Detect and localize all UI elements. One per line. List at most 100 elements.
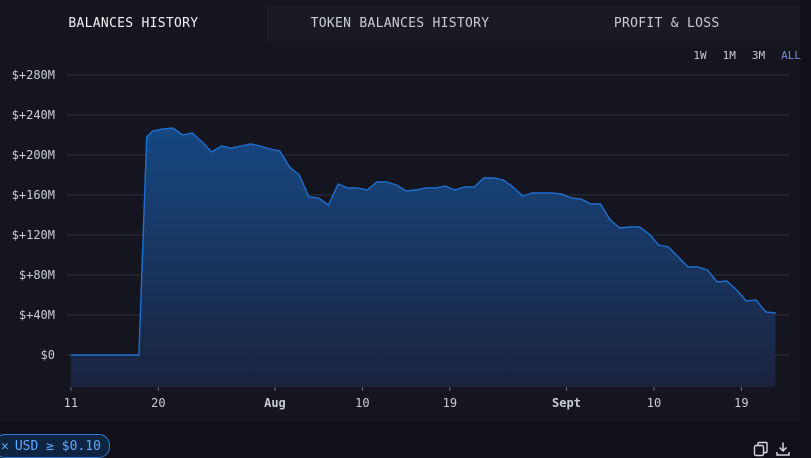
- data-point: [599, 203, 602, 205]
- data-point: [240, 145, 242, 147]
- x-tick-label: Sept: [552, 396, 581, 410]
- data-point: [706, 269, 708, 271]
- y-axis-ticks: $0 $+40M $+80M $+120M $+160M $+200M $+240M $+28…: [12, 68, 55, 362]
- x-tick-label: 10: [647, 396, 661, 410]
- x-tick-label: 10: [355, 396, 369, 410]
- data-point: [424, 187, 427, 189]
- data-point: [250, 143, 252, 145]
- data-point: [182, 134, 184, 136]
- data-point: [454, 189, 456, 191]
- y-tick-label: $0: [41, 348, 55, 362]
- data-point: [561, 193, 563, 195]
- series-line: [70, 127, 776, 356]
- data-point: [162, 128, 164, 130]
- data-point: [151, 130, 154, 132]
- data-point: [716, 281, 718, 283]
- range-3m-button[interactable]: 3M: [751, 49, 766, 62]
- data-point: [629, 226, 631, 228]
- data-point: [288, 166, 291, 168]
- data-point: [726, 280, 728, 282]
- data-point: [172, 127, 174, 129]
- data-point: [609, 219, 611, 221]
- data-point: [138, 354, 140, 356]
- data-point: [667, 246, 670, 248]
- data-point: [502, 179, 504, 181]
- x-tick-label: 19: [734, 396, 748, 410]
- data-point: [386, 181, 388, 183]
- data-point: [356, 187, 359, 189]
- usd-filter-chip[interactable]: ✕ USD ≥ $0.10: [0, 434, 110, 458]
- y-tick-label: $+160M: [12, 188, 55, 202]
- data-point: [697, 266, 699, 268]
- data-point: [658, 244, 660, 246]
- chart-area-series: [70, 127, 777, 387]
- data-point: [531, 192, 534, 194]
- data-point: [774, 312, 777, 314]
- data-point: [434, 187, 436, 189]
- data-point: [570, 197, 572, 199]
- tab-profit-and-loss[interactable]: PROFIT & LOSS: [533, 5, 801, 41]
- data-point: [677, 256, 679, 258]
- data-point: [444, 185, 446, 187]
- data-point: [230, 147, 232, 149]
- data-point: [551, 192, 553, 194]
- data-point: [337, 183, 339, 185]
- data-point: [522, 195, 524, 197]
- data-point: [648, 233, 650, 235]
- data-point: [201, 141, 203, 143]
- data-point: [473, 186, 475, 188]
- copy-icon[interactable]: [753, 441, 769, 457]
- data-point: [376, 181, 378, 183]
- range-1w-button[interactable]: 1W: [693, 49, 707, 62]
- data-point: [687, 266, 689, 268]
- tab-balances-history[interactable]: BALANCES HISTORY: [0, 5, 267, 41]
- y-tick-label: $+80M: [19, 268, 55, 282]
- data-point: [512, 186, 514, 188]
- data-point: [395, 184, 398, 186]
- data-point: [146, 136, 148, 138]
- data-point: [619, 227, 621, 229]
- x-tick-label: 20: [151, 396, 165, 410]
- data-point: [405, 190, 407, 192]
- data-point: [483, 177, 485, 179]
- data-point: [298, 174, 300, 176]
- data-point: [366, 189, 368, 191]
- data-point: [492, 177, 495, 179]
- area-fill: [70, 128, 776, 387]
- x-tick-label: 11: [64, 396, 78, 410]
- data-point: [415, 189, 417, 191]
- data-point: [735, 289, 738, 291]
- y-tick-label: $+40M: [19, 308, 55, 322]
- data-point: [269, 148, 271, 150]
- data-point: [220, 145, 223, 147]
- data-point: [70, 354, 72, 356]
- y-tick-label: $+200M: [12, 148, 55, 162]
- balance-history-chart: $0 $+40M $+80M $+120M $+160M $+200M $+240M $+28…: [12, 68, 790, 410]
- filter-chip-label: USD ≥ $0.10: [14, 438, 101, 454]
- data-point: [590, 203, 592, 205]
- range-all-button[interactable]: ALL: [781, 49, 801, 62]
- tab-token-balances-history[interactable]: TOKEN BALANCES HISTORY: [266, 5, 534, 41]
- close-icon[interactable]: ✕: [1, 438, 9, 454]
- y-tick-label: $+280M: [12, 68, 55, 82]
- data-point: [308, 196, 310, 198]
- data-point: [211, 151, 213, 153]
- data-point: [745, 300, 747, 302]
- chart-tabs: BALANCES HISTORY TOKEN BALANCES HISTORY …: [0, 5, 801, 41]
- data-point: [347, 187, 349, 189]
- data-point: [318, 197, 320, 199]
- download-icon[interactable]: [775, 441, 791, 457]
- data-point: [279, 150, 281, 152]
- data-point: [541, 192, 543, 194]
- data-point: [463, 186, 466, 188]
- data-point: [191, 132, 193, 134]
- data-point: [259, 145, 261, 147]
- range-1m-button[interactable]: 1M: [722, 49, 736, 62]
- data-point: [765, 311, 767, 313]
- data-point: [327, 204, 329, 206]
- data-point: [755, 299, 757, 301]
- time-range-selector: 1W 1M 3M ALL: [685, 49, 801, 62]
- data-point: [638, 226, 640, 228]
- data-point: [580, 198, 582, 200]
- x-axis-ticks: 11 20 Aug 10 19 Sept 10 19: [64, 396, 749, 410]
